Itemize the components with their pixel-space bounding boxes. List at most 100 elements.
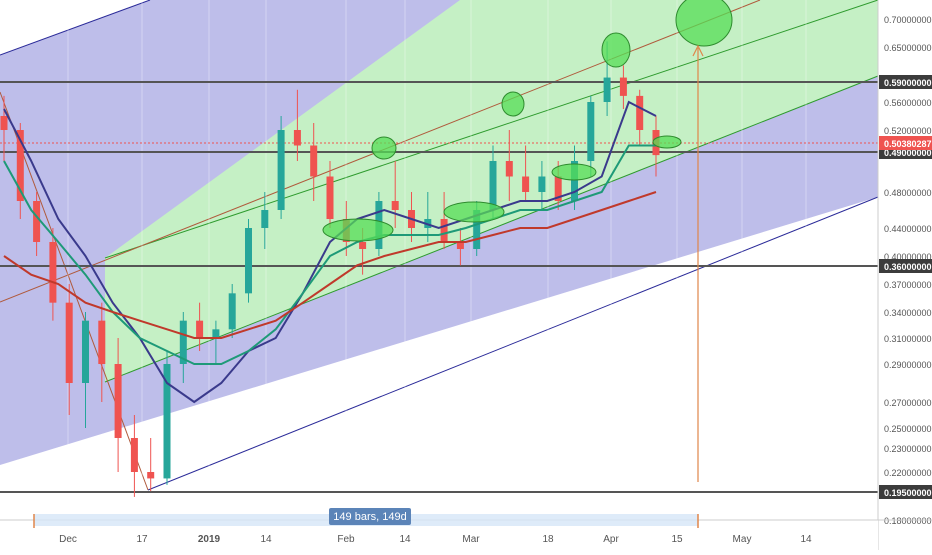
candle-body xyxy=(245,228,252,294)
level-price-badge xyxy=(879,259,932,273)
candle-body xyxy=(587,102,595,161)
time-tick-label: Dec xyxy=(59,534,77,545)
candle-body xyxy=(228,293,236,330)
outer-channel-upper-line xyxy=(0,0,151,56)
candle-body xyxy=(636,95,644,130)
projection-arrowhead xyxy=(692,44,704,57)
price-tick-label: 0.48000000 xyxy=(884,188,932,198)
time-tick-label: 14 xyxy=(800,534,812,545)
price-axis-labels: 0.70000000 0.65000000 0.56000000 0.52000000… xyxy=(879,15,932,526)
candle-body xyxy=(49,242,57,303)
time-tick-label: 2019 xyxy=(198,534,221,545)
moving-averages xyxy=(3,100,657,404)
candle-body xyxy=(147,472,155,479)
level-price-label: 0.59000000 xyxy=(884,78,932,88)
price-tick-label: 0.52000000 xyxy=(884,126,932,136)
price-tick-label: 0.44000000 xyxy=(884,224,932,234)
candle-body xyxy=(98,320,106,364)
candle-body xyxy=(359,242,367,249)
candle-body xyxy=(163,364,171,479)
candle-body xyxy=(505,161,513,177)
price-tick-label: 0.23000000 xyxy=(884,444,932,454)
time-tick-label: 17 xyxy=(136,534,148,545)
candle-body xyxy=(571,161,578,201)
time-tick-label: 15 xyxy=(671,534,683,545)
time-axis-labels: Dec 17 2019 14 Feb 14 Mar 18 Apr 15 May 14 xyxy=(59,534,812,545)
candle-body xyxy=(473,210,481,249)
candle-body xyxy=(277,130,285,210)
time-tick-label: Feb xyxy=(337,534,355,545)
moving-average-line xyxy=(3,191,657,339)
candle-body xyxy=(619,77,627,96)
candle-body xyxy=(179,320,187,364)
annotation-ellipses xyxy=(322,0,733,242)
candle-body xyxy=(196,320,204,338)
price-tick-label: 0.37000000 xyxy=(884,280,932,290)
trend-diagonal-line xyxy=(0,91,149,491)
ellipse-annotation xyxy=(652,135,682,149)
price-tick-label: 0.27000000 xyxy=(884,398,932,408)
candle-body xyxy=(603,77,611,102)
price-tick-label: 0.31000000 xyxy=(884,334,932,344)
candle-body xyxy=(522,176,530,192)
candle-body xyxy=(16,130,24,201)
ellipse-annotation xyxy=(371,136,397,160)
candle-body xyxy=(456,242,464,249)
time-tick-label: Mar xyxy=(462,534,480,545)
price-tick-label: 0.22000000 xyxy=(884,468,932,478)
last-price-badge xyxy=(879,136,932,150)
candle-body xyxy=(0,116,8,130)
candle-body xyxy=(130,438,138,472)
price-tick-label: 0.65000000 xyxy=(884,43,932,53)
candle-body xyxy=(261,210,269,228)
grid xyxy=(67,0,807,520)
level-price-label: 0.19500000 xyxy=(884,488,932,498)
level-price-label: 0.49000000 xyxy=(884,148,932,158)
price-tick-label: 0.25000000 xyxy=(884,424,932,434)
candles xyxy=(0,41,660,497)
ellipse-annotation xyxy=(675,0,733,47)
ellipse-annotation xyxy=(601,32,631,68)
range-badge xyxy=(329,508,411,525)
green-channel-lower-line xyxy=(104,75,879,383)
ellipse-annotation xyxy=(551,163,597,181)
candle-body xyxy=(65,302,73,383)
green-channel-upper-line xyxy=(104,0,879,259)
level-price-label: 0.36000000 xyxy=(884,262,932,272)
time-tick-label: 14 xyxy=(399,534,411,545)
price-tick-label: 0.56000000 xyxy=(884,98,932,108)
candle-body xyxy=(293,130,301,146)
ellipse-annotation xyxy=(501,91,525,117)
candle-body xyxy=(82,320,89,383)
time-tick-label: 14 xyxy=(260,534,272,545)
outer-channel-lower-line xyxy=(147,196,879,491)
candle-body xyxy=(391,201,399,210)
range-badge-label: 149 bars, 149d xyxy=(333,511,406,523)
level-price-badge xyxy=(879,485,932,499)
candle-body xyxy=(554,176,562,201)
price-tick-label: 0.18000000 xyxy=(884,516,932,526)
price-tick-label: 0.29000000 xyxy=(884,360,932,370)
candle-body xyxy=(212,329,220,338)
last-price-label: 0.50380287 xyxy=(884,139,932,149)
price-tick-label: 0.70000000 xyxy=(884,15,932,25)
candle-body xyxy=(310,145,318,177)
time-tick-label: Apr xyxy=(603,534,619,545)
candle-body xyxy=(33,201,41,242)
moving-average-line xyxy=(3,100,657,404)
time-tick-label: May xyxy=(733,534,752,545)
price-tick-label: 0.34000000 xyxy=(884,308,932,318)
ellipse-annotation xyxy=(443,201,505,223)
ellipse-annotation xyxy=(322,218,394,242)
level-price-badge xyxy=(879,75,932,89)
candle-body xyxy=(440,219,448,242)
time-tick-label: 18 xyxy=(542,534,554,545)
candle-body xyxy=(326,176,334,219)
candle-body xyxy=(489,161,497,210)
candle-body xyxy=(538,176,546,192)
horizontal-levels xyxy=(0,81,878,493)
candle-body xyxy=(114,364,122,438)
price-tick-label: 0.40000000 xyxy=(884,252,932,262)
